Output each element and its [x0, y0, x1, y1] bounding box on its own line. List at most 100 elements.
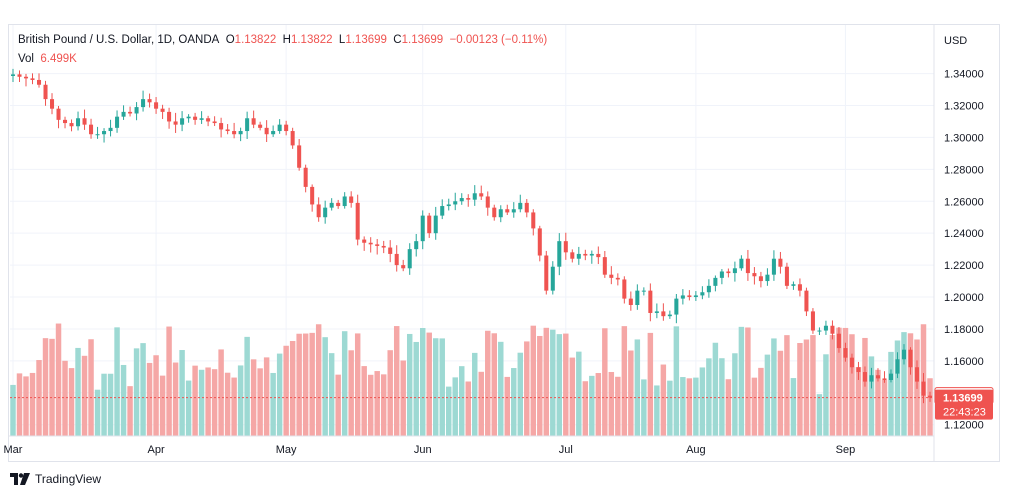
volume-bar [211, 369, 218, 436]
price-tick-label: 1.12000 [944, 420, 984, 432]
candle-body [687, 295, 692, 298]
volume-bar [296, 333, 302, 436]
candle-body [505, 209, 510, 213]
volume-bar [361, 366, 367, 436]
volume-bar [452, 377, 458, 436]
volume-bar [758, 367, 764, 436]
candle-body [121, 111, 126, 117]
candle-body [63, 119, 68, 124]
volume-bar [595, 373, 602, 436]
volume-bar [829, 334, 836, 436]
candle-body [700, 292, 705, 296]
volume-bar [647, 332, 654, 436]
low-value: 1.13699 [345, 34, 387, 46]
volume-bar [888, 351, 894, 436]
candle-body [258, 124, 263, 128]
candle-body [901, 349, 907, 360]
candle-body [10, 74, 16, 76]
candle-body [30, 78, 35, 80]
chart-panel[interactable] [8, 24, 1000, 462]
candlestick-series [10, 68, 933, 404]
volume-bar [894, 340, 901, 436]
volume-bar [615, 376, 621, 436]
volume-bar [23, 376, 29, 436]
volume-bar [751, 377, 758, 436]
time-axis[interactable]: Mar Apr May Jun Jul Aug Sep [4, 435, 934, 456]
candle-body [674, 298, 679, 315]
volume-bar [712, 342, 719, 436]
volume-bar [237, 365, 244, 436]
candle-body [466, 198, 471, 200]
volume-bar [81, 355, 88, 436]
candle-body [440, 206, 445, 216]
volume-bar [283, 345, 289, 436]
candle-body [817, 330, 822, 332]
candle-body [23, 76, 29, 79]
symbol-title[interactable]: British Pound / U.S. Dollar, 1D, OANDA [18, 34, 220, 46]
volume-bar [276, 353, 283, 436]
open-value: 1.13822 [234, 34, 277, 46]
time-tick-label: Sep [836, 444, 856, 456]
candle-body [134, 107, 139, 114]
candle-body [329, 202, 334, 208]
candle-body [739, 258, 744, 269]
volume-bar [133, 348, 140, 436]
volume-bar [491, 333, 497, 436]
volume-bar [42, 338, 49, 436]
candle-body [375, 244, 380, 246]
candle-body [706, 285, 711, 293]
volume-bar [374, 371, 380, 436]
volume-bar [790, 378, 797, 436]
volume-bar [621, 326, 628, 436]
volume-bar [127, 386, 133, 436]
volume-bar [556, 334, 563, 436]
volume-bar [719, 358, 725, 436]
volume-bar [166, 326, 172, 436]
volume-bar [849, 334, 855, 436]
volume-bar [250, 359, 257, 436]
candle-body [141, 99, 146, 108]
candle-body [570, 252, 575, 259]
candle-body [765, 274, 770, 282]
volume-legend: Vol 6.499K [18, 53, 77, 65]
candle-body [76, 118, 81, 127]
candle-body [830, 325, 835, 334]
candle-body [17, 74, 22, 77]
volume-histogram [10, 323, 933, 436]
volume-bar [439, 338, 445, 436]
volume-bar [764, 354, 771, 436]
volume-bar [823, 354, 829, 436]
candle-body [544, 255, 549, 291]
volume-bar [16, 373, 23, 436]
bar-countdown-text: 22:43:23 [943, 407, 986, 419]
candle-body [583, 253, 588, 256]
candle-body [518, 202, 523, 210]
volume-bar [517, 352, 524, 436]
volume-bar [641, 379, 647, 436]
volume-bar [797, 343, 803, 436]
volume-bar [393, 326, 400, 436]
volume-bar [446, 386, 452, 436]
candle-body [843, 348, 848, 358]
candle-body [479, 193, 484, 197]
close-label: C [393, 34, 402, 46]
volume-bar [185, 380, 192, 436]
volume-bar [881, 379, 888, 436]
volume-bar [680, 377, 686, 436]
volume-bar [816, 394, 823, 436]
volume-bar [654, 385, 660, 436]
candle-body [316, 204, 321, 218]
candle-body [173, 121, 178, 125]
volume-bar [192, 365, 198, 436]
tradingview-brand[interactable]: TradingView [10, 472, 101, 486]
volume-bar [29, 372, 36, 436]
candle-body [921, 381, 926, 396]
price-axis[interactable]: USD1.120001.140001.160001.180001.200001.… [933, 25, 984, 461]
price-tick-label: 1.22000 [944, 260, 984, 272]
candle-body [784, 266, 789, 286]
candle-body [186, 116, 191, 119]
volume-bar [406, 333, 413, 436]
candle-body [303, 167, 308, 187]
volume-bar [94, 389, 101, 436]
